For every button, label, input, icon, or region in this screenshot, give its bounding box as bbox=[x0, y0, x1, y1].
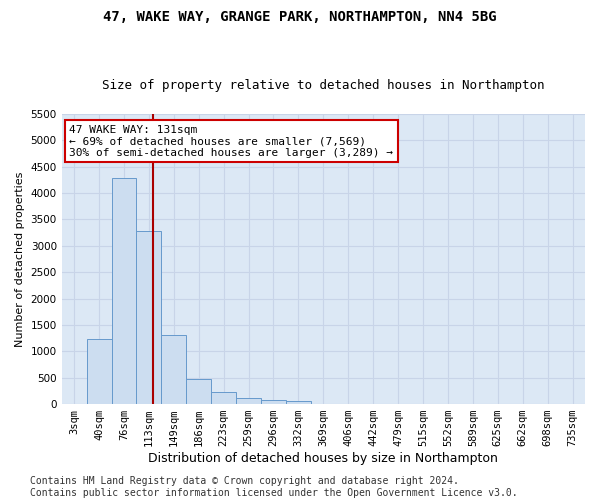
Text: Contains HM Land Registry data © Crown copyright and database right 2024.
Contai: Contains HM Land Registry data © Crown c… bbox=[30, 476, 518, 498]
Text: 47 WAKE WAY: 131sqm
← 69% of detached houses are smaller (7,569)
30% of semi-det: 47 WAKE WAY: 131sqm ← 69% of detached ho… bbox=[69, 124, 393, 158]
Y-axis label: Number of detached properties: Number of detached properties bbox=[15, 172, 25, 346]
Bar bbox=[161, 335, 186, 404]
Bar bbox=[286, 401, 311, 404]
Bar bbox=[136, 231, 161, 404]
Bar bbox=[261, 400, 286, 404]
Bar bbox=[86, 339, 112, 404]
Bar bbox=[112, 178, 136, 404]
X-axis label: Distribution of detached houses by size in Northampton: Distribution of detached houses by size … bbox=[148, 452, 498, 465]
Bar bbox=[211, 392, 236, 404]
Title: Size of property relative to detached houses in Northampton: Size of property relative to detached ho… bbox=[102, 79, 545, 92]
Text: 47, WAKE WAY, GRANGE PARK, NORTHAMPTON, NN4 5BG: 47, WAKE WAY, GRANGE PARK, NORTHAMPTON, … bbox=[103, 10, 497, 24]
Bar bbox=[236, 398, 261, 404]
Bar bbox=[186, 380, 211, 404]
